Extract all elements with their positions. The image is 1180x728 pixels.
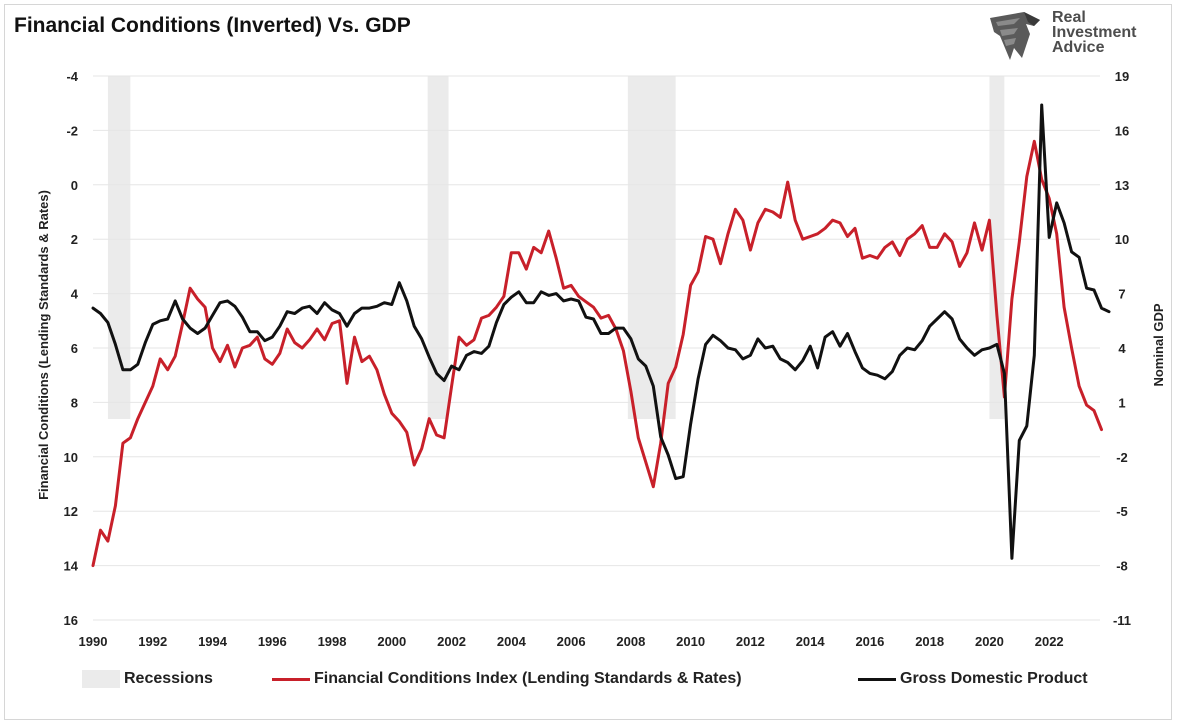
right-tick-label: -11 — [1113, 613, 1131, 628]
x-tick-label: 2016 — [855, 634, 884, 649]
right-tick-label: 16 — [1115, 123, 1129, 138]
chart-title: Financial Conditions (Inverted) Vs. GDP — [14, 14, 411, 37]
logo-line-2: Investment — [1052, 24, 1137, 41]
left-tick-label: 16 — [64, 613, 78, 628]
left-tick-label: 12 — [64, 504, 78, 519]
eagle-head-icon — [990, 12, 1040, 60]
left-tick-label: 6 — [71, 341, 78, 356]
legend-item-fci: Financial Conditions Index (Lending Stan… — [272, 670, 742, 688]
x-tick-label: 2008 — [616, 634, 645, 649]
right-tick-label: 1 — [1118, 395, 1125, 410]
right-tick-label: 13 — [1115, 178, 1129, 193]
recession-band — [989, 76, 1005, 419]
left-tick-label: 0 — [71, 178, 78, 193]
right-tick-label: -5 — [1116, 504, 1128, 519]
x-tick-label: 2018 — [915, 634, 944, 649]
left-axis-title: Financial Conditions (Lending Standards … — [36, 190, 51, 500]
x-tick-label: 1994 — [198, 634, 228, 649]
gdp-series-line — [91, 103, 1111, 560]
x-tick-label: 2020 — [975, 634, 1004, 649]
right-axis-title: Nominal GDP — [1151, 303, 1166, 386]
legend-label-fci: Financial Conditions Index (Lending Stan… — [314, 670, 742, 687]
right-tick-label: 19 — [1115, 69, 1129, 84]
logo-text: Real Investment Advice — [1052, 9, 1137, 56]
right-tick-label: 10 — [1115, 232, 1129, 247]
series-lines — [91, 103, 1111, 568]
left-tick-label: 10 — [64, 450, 78, 465]
legend-label-recessions: Recessions — [124, 670, 213, 687]
legend-label-gdp: Gross Domestic Product — [900, 670, 1088, 687]
left-tick-label: 2 — [71, 232, 78, 247]
recession-band — [107, 76, 131, 419]
x-tick-label: 2006 — [557, 634, 586, 649]
x-tick-label: 2002 — [437, 634, 466, 649]
x-tick-label: 1990 — [79, 634, 108, 649]
gridlines — [93, 75, 1100, 621]
recession-band — [627, 76, 676, 419]
legend-swatch-fci — [272, 677, 310, 681]
chart-svg: -4 -2 0 2 4 6 8 10 12 14 16 19 16 13 10 7 4 1 -2 -5 -8 -11 1… — [36, 69, 1166, 649]
left-tick-label: 14 — [64, 559, 79, 574]
right-tick-label: -2 — [1116, 450, 1128, 465]
chart-frame — [4, 4, 1172, 720]
left-axis-ticks: -4 -2 0 2 4 6 8 10 12 14 16 — [64, 69, 79, 628]
x-tick-label: 1996 — [258, 634, 287, 649]
x-tick-label: 2012 — [736, 634, 765, 649]
right-tick-label: 7 — [1118, 287, 1125, 302]
x-tick-label: 1998 — [318, 634, 347, 649]
right-tick-label: 4 — [1118, 341, 1126, 356]
left-tick-label: -2 — [66, 123, 78, 138]
x-tick-label: 1992 — [138, 634, 167, 649]
legend-item-gdp: Gross Domestic Product — [858, 670, 1088, 688]
legend-swatch-gdp — [858, 677, 896, 681]
x-tick-label: 2004 — [497, 634, 527, 649]
x-tick-label: 2010 — [676, 634, 705, 649]
fci-series-line — [91, 139, 1103, 568]
legend: Recessions Financial Conditions Index (L… — [0, 670, 1180, 696]
x-tick-label: 2022 — [1035, 634, 1064, 649]
left-tick-label: 8 — [71, 395, 78, 410]
logo-line-1: Real — [1052, 9, 1086, 26]
right-axis-ticks: 19 16 13 10 7 4 1 -2 -5 -8 -11 — [1113, 69, 1131, 628]
recession-band — [427, 76, 449, 419]
legend-swatch-recessions — [82, 670, 120, 688]
recession-bands — [107, 76, 1005, 419]
legend-item-recessions: Recessions — [82, 670, 213, 688]
x-tick-label: 2014 — [796, 634, 826, 649]
right-tick-label: -8 — [1116, 559, 1128, 574]
logo-line-3: Advice — [1052, 39, 1105, 56]
x-axis-ticks: 1990 1992 1994 1996 1998 2000 2002 2004 2006 2008… — [79, 634, 1064, 649]
left-tick-label: 4 — [71, 287, 79, 302]
brand-logo: Real Investment Advice — [984, 8, 1164, 64]
x-tick-label: 2000 — [377, 634, 406, 649]
left-tick-label: -4 — [66, 69, 78, 84]
